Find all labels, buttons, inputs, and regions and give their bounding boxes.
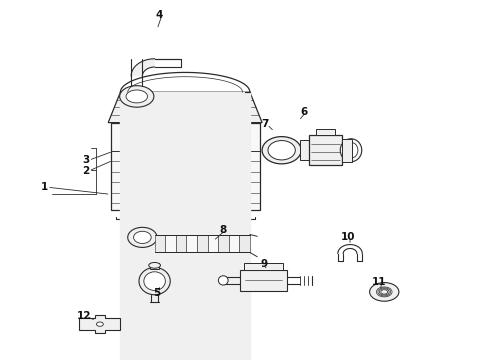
Text: 2: 2 bbox=[83, 166, 90, 176]
Ellipse shape bbox=[128, 227, 157, 247]
Ellipse shape bbox=[126, 90, 147, 103]
Bar bbox=[208, 234, 218, 252]
Bar bbox=[155, 234, 165, 252]
Ellipse shape bbox=[139, 267, 170, 295]
Bar bbox=[300, 140, 309, 160]
Text: 12: 12 bbox=[76, 311, 91, 321]
Bar bbox=[342, 139, 352, 162]
Bar bbox=[197, 234, 208, 252]
Bar bbox=[218, 234, 229, 252]
Text: 5: 5 bbox=[153, 288, 161, 298]
Bar bbox=[239, 234, 250, 252]
Ellipse shape bbox=[340, 139, 362, 162]
Ellipse shape bbox=[344, 142, 358, 158]
Text: 4: 4 bbox=[156, 10, 163, 20]
Bar bbox=[111, 123, 260, 211]
Bar bbox=[229, 234, 239, 252]
Polygon shape bbox=[108, 92, 262, 123]
Ellipse shape bbox=[130, 92, 144, 99]
Ellipse shape bbox=[144, 272, 165, 291]
Bar bbox=[245, 263, 283, 270]
Text: 11: 11 bbox=[372, 277, 387, 287]
Text: 6: 6 bbox=[300, 107, 307, 117]
Ellipse shape bbox=[219, 276, 228, 285]
Bar bbox=[241, 270, 287, 291]
Ellipse shape bbox=[134, 231, 151, 243]
Ellipse shape bbox=[124, 199, 132, 204]
Bar bbox=[165, 234, 176, 252]
Bar bbox=[150, 263, 159, 269]
Ellipse shape bbox=[120, 86, 154, 107]
Text: 1: 1 bbox=[41, 182, 49, 192]
Text: 8: 8 bbox=[220, 225, 227, 235]
Text: 7: 7 bbox=[261, 120, 268, 129]
Bar bbox=[317, 129, 335, 135]
Ellipse shape bbox=[268, 140, 295, 160]
Text: 10: 10 bbox=[341, 232, 355, 242]
Text: 9: 9 bbox=[261, 259, 268, 269]
Ellipse shape bbox=[369, 283, 399, 301]
Bar bbox=[176, 234, 186, 252]
Bar bbox=[186, 234, 197, 252]
Ellipse shape bbox=[149, 262, 160, 268]
Polygon shape bbox=[79, 315, 121, 333]
Ellipse shape bbox=[262, 136, 301, 164]
Polygon shape bbox=[131, 59, 155, 76]
Ellipse shape bbox=[121, 197, 135, 206]
Ellipse shape bbox=[97, 322, 103, 326]
Bar bbox=[309, 135, 342, 165]
Text: 3: 3 bbox=[83, 155, 90, 165]
